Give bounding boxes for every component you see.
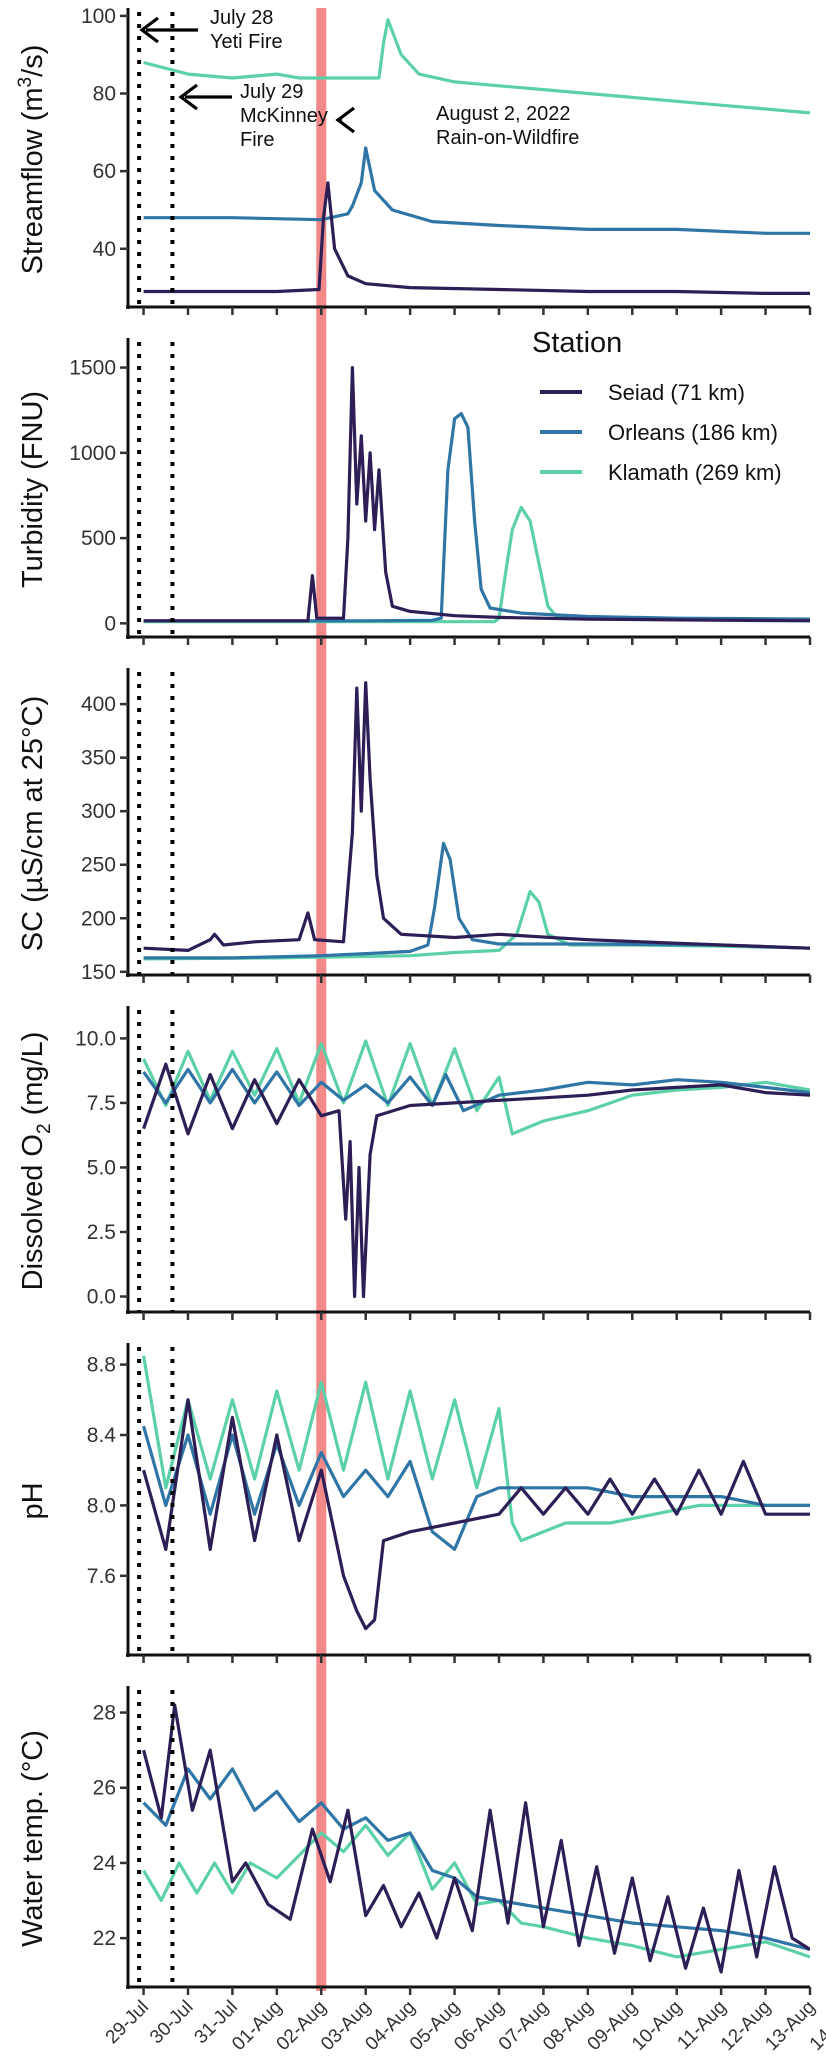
annotation-text: McKinney xyxy=(240,105,328,127)
y-tick-label: 2.5 xyxy=(87,1221,116,1244)
series-line-seiad xyxy=(143,681,810,952)
series-line-orleans xyxy=(142,1767,810,1951)
y-tick-label: 24 xyxy=(93,1852,117,1875)
series-line-orleans xyxy=(142,1067,810,1113)
annotation-text: July 29 xyxy=(240,81,303,103)
series-line-orleans xyxy=(143,412,810,623)
legend-label: Klamath (269 km) xyxy=(608,460,782,485)
rain-event-band xyxy=(316,8,327,1991)
y-tick-label: 1000 xyxy=(69,442,116,465)
panel-2: 0 500 1000 1500 Turbidity (FNU) xyxy=(17,338,812,645)
y-tick-label: 7.5 xyxy=(87,1092,116,1115)
series-line-seiad xyxy=(143,181,810,295)
y-axis-label: Streamflow (m3/s) xyxy=(15,45,49,275)
series-line-orleans xyxy=(143,841,810,960)
y-tick-label: 400 xyxy=(81,693,116,716)
y-tick-label: 8.0 xyxy=(87,1494,116,1517)
y-tick-label: 0.0 xyxy=(87,1286,116,1309)
y-tick-label: 60 xyxy=(93,160,116,183)
panel-4: 0.0 2.5 5.0 7.5 10.0 Dissolved O2 (mg/L) xyxy=(17,1006,812,1320)
series-line-klamath xyxy=(142,1355,810,1543)
rain-event-arrow-head xyxy=(335,106,355,134)
y-axis-label: Water temp. (°C) xyxy=(17,1730,49,1947)
x-tick-label: 30-Jul xyxy=(146,1997,197,2048)
panel-1: 40 60 80 100 Streamflow (m3/s) xyxy=(15,5,812,315)
y-axis-label: Dissolved O2 (mg/L) xyxy=(17,1032,55,1291)
legend-label: Orleans (186 km) xyxy=(608,420,778,445)
y-tick-label: 80 xyxy=(93,83,116,106)
annotation-text: Fire xyxy=(240,129,274,151)
legend-label: Seiad (71 km) xyxy=(608,380,745,405)
y-tick-label: 7.6 xyxy=(87,1565,116,1588)
legend-title: Station xyxy=(532,327,622,359)
y-tick-label: 1500 xyxy=(69,357,116,380)
series-line-klamath xyxy=(142,1823,810,1959)
legend: Station Seiad (71 km) Orleans (186 km) Klam… xyxy=(532,327,782,485)
y-tick-label: 500 xyxy=(81,527,116,550)
y-tick-label: 250 xyxy=(81,854,116,877)
panel-5: 7.6 8.0 8.4 8.8 pH xyxy=(17,1343,812,1663)
y-axis-label: Turbidity (FNU) xyxy=(17,391,49,588)
series-line-seiad xyxy=(143,366,810,623)
x-tick-label: 10-Aug xyxy=(628,1997,686,2055)
series-line-seiad xyxy=(142,1703,810,1974)
series-line-klamath xyxy=(143,505,810,624)
annotation-text: July 28 xyxy=(210,7,273,29)
series-line-klamath xyxy=(143,889,810,961)
y-tick-label: 10.0 xyxy=(75,1027,116,1050)
y-tick-label: 8.4 xyxy=(87,1424,117,1447)
y-axis-label: SC (µS/cm at 25°C) xyxy=(17,696,49,952)
y-tick-label: 350 xyxy=(81,747,116,770)
panel-3: 150 200 250 300 350 400 SC (µS/cm at 25°C) xyxy=(17,668,812,984)
y-axis-label: pH xyxy=(17,1482,49,1519)
y-tick-label: 28 xyxy=(93,1702,116,1725)
y-tick-label: 200 xyxy=(81,907,116,930)
y-tick-label: 40 xyxy=(93,238,116,261)
y-tick-label: 22 xyxy=(93,1927,116,1950)
y-tick-label: 300 xyxy=(81,800,116,823)
series-line-klamath xyxy=(142,1039,810,1136)
x-tick-label: 29-Jul xyxy=(102,1997,153,2048)
annotation-text: Rain-on-Wildfire xyxy=(436,127,579,149)
y-tick-label: 0 xyxy=(104,612,116,635)
annotation-text: Yeti Fire xyxy=(210,31,283,53)
panel-6: 22 24 26 28 Water temp. (°C) xyxy=(17,1686,812,1995)
series-line-seiad xyxy=(142,1398,810,1631)
annotation-text: August 2, 2022 xyxy=(436,103,571,125)
series-line-seiad xyxy=(142,1062,810,1299)
y-tick-label: 100 xyxy=(81,5,116,28)
series-line-orleans xyxy=(143,146,810,235)
y-tick-label: 26 xyxy=(93,1777,116,1800)
x-axis-tick-labels: 29-Jul30-Jul31-Jul01-Aug02-Aug03-Aug04-A… xyxy=(102,1997,826,2055)
series-line-klamath xyxy=(143,18,810,115)
y-tick-label: 150 xyxy=(81,961,116,984)
mckinney-fire-arrow-head xyxy=(178,83,198,111)
yeti-fire-arrow-head xyxy=(139,16,159,44)
y-tick-label: 5.0 xyxy=(87,1156,116,1179)
y-tick-label: 8.8 xyxy=(87,1354,116,1377)
